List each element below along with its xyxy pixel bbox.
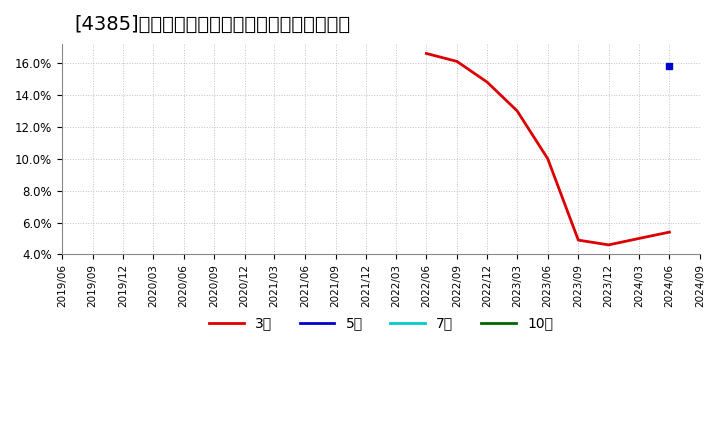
Legend: 3年, 5年, 7年, 10年: 3年, 5年, 7年, 10年 [204, 311, 559, 336]
Text: [4385]　当期純利益マージンの標準偏差の推移: [4385] 当期純利益マージンの標準偏差の推移 [75, 15, 351, 34]
